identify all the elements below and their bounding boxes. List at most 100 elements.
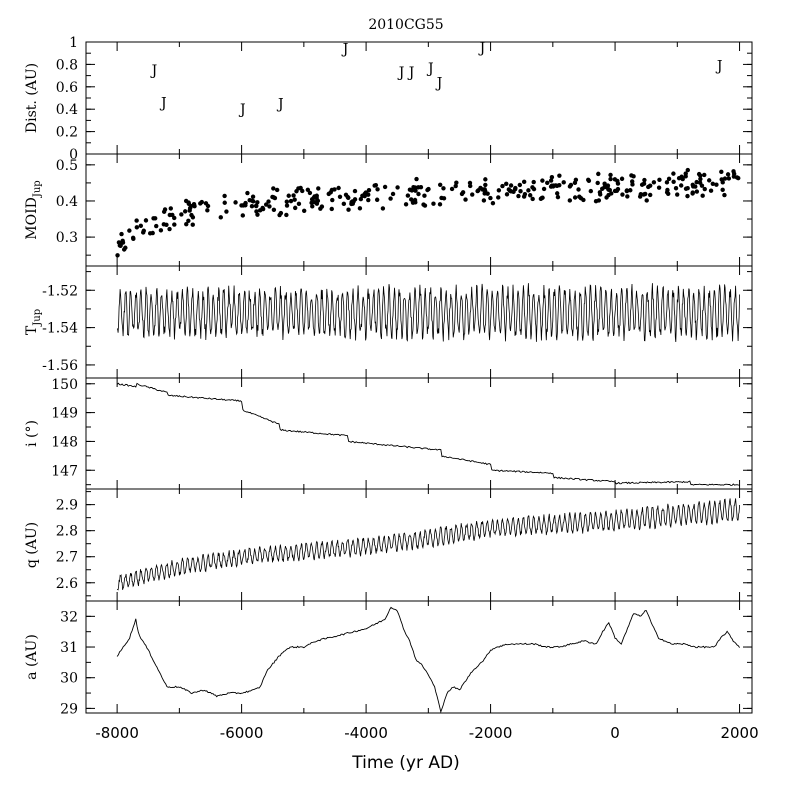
- moid-point: [628, 188, 633, 193]
- moid-point: [673, 186, 679, 191]
- moid-point: [162, 207, 168, 212]
- moid-point: [168, 206, 173, 211]
- moid-point: [541, 186, 547, 192]
- panel-frame: [85, 41, 753, 155]
- moid-point: [360, 193, 365, 199]
- moid-point: [254, 209, 259, 214]
- moid-point: [120, 240, 126, 245]
- moid-point: [696, 171, 702, 177]
- panel-moid: 0.3 0.4 0.5 MOIDJup: [24, 153, 753, 267]
- moid-point: [284, 199, 290, 204]
- close-encounter-marker: J: [150, 63, 158, 79]
- moid-point: [577, 194, 582, 199]
- chart-title: 2010CG55: [368, 17, 443, 33]
- moid-point: [736, 175, 741, 181]
- moid-point: [255, 200, 260, 205]
- y-tick-label: -1.52: [42, 283, 78, 299]
- moid-point: [184, 221, 189, 227]
- moid-point: [671, 171, 676, 176]
- moid-point: [253, 203, 259, 209]
- moid-point: [186, 218, 191, 223]
- moid-point: [374, 197, 380, 202]
- moid-point: [409, 197, 414, 202]
- moid-point: [568, 182, 574, 188]
- moid-point: [555, 194, 561, 200]
- moid-point: [719, 169, 724, 175]
- moid-point: [337, 194, 343, 200]
- close-encounter-marker: J: [407, 65, 415, 81]
- y-tick-label: 2.6: [56, 576, 78, 592]
- panel-frame: [85, 488, 753, 602]
- y-tick-label: 0.4: [56, 194, 78, 210]
- moid-point: [685, 167, 690, 173]
- moid-point: [516, 193, 521, 199]
- y-axis-label: TJup: [24, 309, 43, 335]
- moid-point: [437, 202, 443, 207]
- moid-point: [266, 199, 271, 204]
- moid-point: [284, 212, 289, 218]
- moid-point: [134, 225, 140, 230]
- moid-point: [310, 204, 315, 209]
- moid-point: [496, 188, 502, 193]
- moid-point: [639, 182, 645, 187]
- moid-point: [573, 177, 579, 183]
- moid-point: [172, 215, 177, 221]
- moid-point: [292, 197, 297, 202]
- panel-tjup: -1.52 -1.54 -1.56 TJup: [24, 265, 753, 379]
- moid-point: [249, 204, 255, 209]
- moid-point: [683, 174, 688, 179]
- moid-point: [643, 191, 648, 197]
- moid-point: [187, 208, 192, 213]
- panel-a: 29 30 31 32 a (AU): [24, 600, 753, 717]
- moid-point: [291, 193, 296, 198]
- y-tick-label: -1.56: [42, 358, 78, 374]
- y-axis-label-subscript: Jup: [32, 309, 43, 327]
- moid-point: [656, 185, 662, 190]
- moid-point: [545, 180, 550, 186]
- y-tick-label: -1.54: [42, 321, 78, 337]
- moid-point: [293, 205, 298, 211]
- q-line: [116, 498, 740, 591]
- moid-point: [116, 240, 122, 245]
- moid-point: [138, 223, 144, 228]
- a-line: [116, 606, 740, 714]
- moid-point: [602, 181, 607, 186]
- moid-point: [521, 194, 527, 199]
- moid-point: [706, 178, 712, 183]
- moid-point: [588, 188, 594, 194]
- moid-point: [488, 195, 493, 201]
- moid-point: [191, 202, 197, 207]
- moid-point: [496, 195, 501, 200]
- moid-point: [528, 193, 533, 198]
- moid-point: [483, 182, 488, 188]
- moid-point: [526, 188, 531, 193]
- moid-point: [720, 187, 725, 193]
- moid-point: [714, 182, 719, 187]
- moid-point: [726, 176, 732, 181]
- y-axis-label-subscript: Jup: [32, 180, 43, 198]
- moid-point: [147, 231, 153, 236]
- moid-point: [557, 173, 562, 178]
- moid-point: [274, 187, 280, 193]
- moid-point: [346, 207, 351, 212]
- moid-point: [631, 174, 636, 179]
- x-tick-label: -2000: [469, 724, 513, 742]
- moid-point: [199, 199, 205, 205]
- moid-point: [349, 199, 354, 205]
- moid-point: [318, 206, 323, 211]
- moid-point: [309, 200, 314, 206]
- y-tick-label: 148: [51, 434, 78, 450]
- y-tick-label: 0.4: [56, 102, 78, 118]
- moid-point: [358, 196, 364, 202]
- moid-point: [431, 201, 436, 206]
- moid-point: [481, 198, 487, 203]
- moid-point: [115, 253, 120, 258]
- moid-point: [664, 180, 670, 185]
- moid-point: [119, 231, 124, 237]
- moid-point: [572, 195, 578, 200]
- moid-point: [549, 174, 555, 180]
- panel-q: 2.6 2.7 2.8 2.9 q (AU): [24, 488, 753, 602]
- moid-point: [694, 179, 699, 185]
